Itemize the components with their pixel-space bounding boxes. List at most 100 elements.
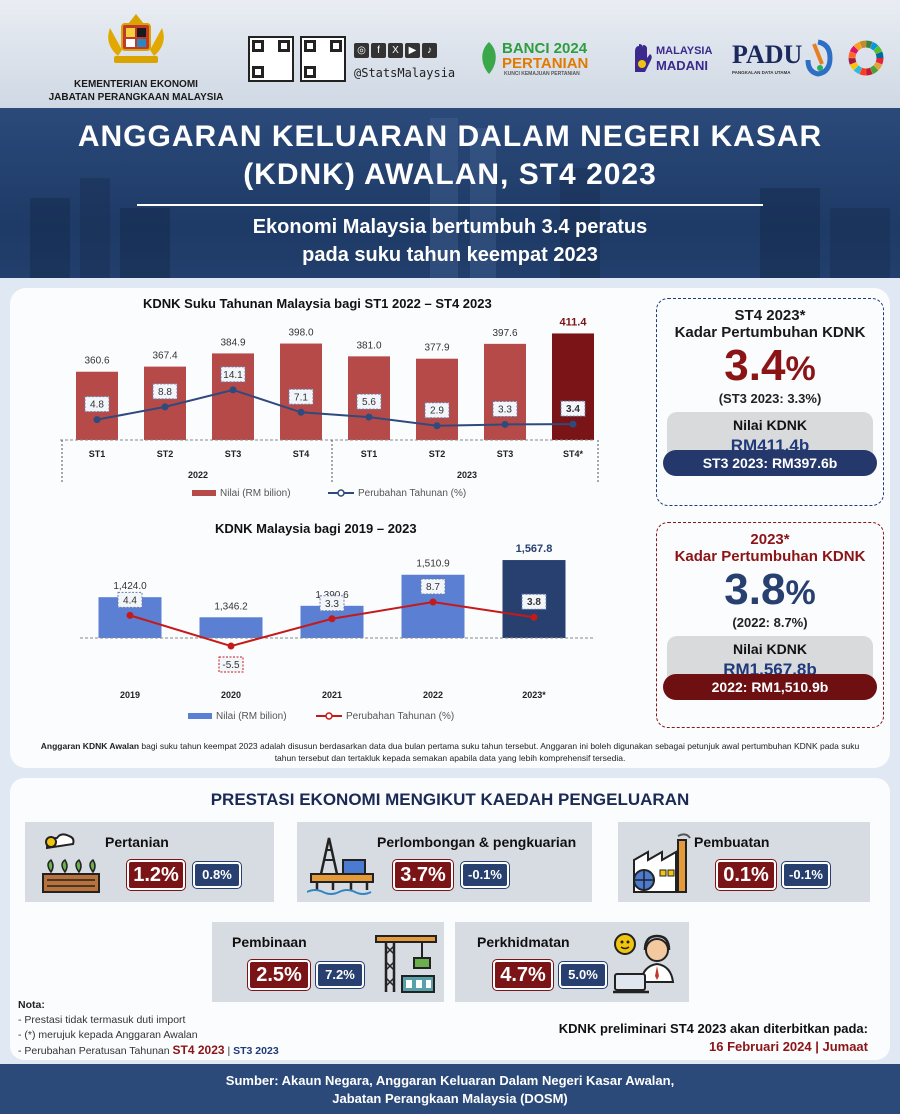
growth-label-box (288, 388, 314, 405)
growth-value-label: 3.3 (498, 404, 512, 415)
legend-label-bar: Nilai (RM bilion) (216, 711, 287, 722)
annual-chart-title: KDNK Malaysia bagi 2019 – 2023 (215, 521, 417, 536)
publication-line-1: KDNK preliminari ST4 2023 akan diterbitk… (558, 1021, 868, 1036)
x-tick-label: ST4* (563, 449, 584, 459)
x-group-label: 2023 (457, 470, 477, 480)
page-title-line-2: (KDNK) AWALAN, ST4 2023 (243, 158, 657, 191)
x-tick-label: 2020 (221, 690, 241, 700)
tiktok-icon[interactable]: ♪ (422, 43, 437, 58)
x-icon[interactable]: X (388, 43, 403, 58)
legend-swatch-marker (325, 712, 333, 720)
growth-label-box (319, 595, 345, 612)
mascot-logo-icon (805, 39, 833, 77)
legend-swatch-bar (192, 490, 216, 496)
growth-point (501, 420, 509, 428)
sector-name: Pembuatan (694, 834, 770, 850)
x-tick-label: ST4 (293, 449, 310, 459)
growth-point (161, 403, 169, 411)
banci-line-1: BANCI 2024 (502, 40, 588, 57)
bar-value-label: 398.0 (288, 328, 313, 339)
agriculture-icon (42, 833, 100, 893)
bar-value-label: 1,567.8 (516, 543, 553, 555)
skyline-background (30, 118, 890, 278)
bar-value-label: 1,424.0 (113, 581, 147, 592)
banci-tag: KUNCI KEMAJUAN PERTANIAN (504, 71, 580, 77)
legend-label-line: Perubahan Tahunan (%) (358, 488, 466, 499)
header-bar (0, 0, 900, 108)
publication-date: 16 Februari 2024 | Jumaat (709, 1039, 868, 1054)
card-q-label: Kadar Pertumbuhan KDNK (674, 324, 866, 341)
advance-estimate-footnote: Anggaran KDNK Awalan bagi suku tahun kee… (30, 740, 870, 764)
qr-code-icon[interactable] (300, 36, 346, 82)
note-legend-previous: ST3 2023 (233, 1045, 279, 1057)
madani-line-1: MALAYSIA (656, 45, 713, 57)
sector-current-growth: 3.7% (393, 860, 453, 890)
growth-point (126, 611, 134, 619)
coat-of-arms-icon (108, 14, 164, 63)
card-y-label: Kadar Pertumbuhan KDNK (674, 548, 866, 565)
card-y-value-label: Nilai KDNK (733, 641, 807, 657)
footnote-text: bagi suku tahun keempat 2023 adalah disu… (139, 741, 860, 763)
footnote-bold: Anggaran KDNK Awalan (40, 741, 140, 751)
quarterly-chart-title: KDNK Suku Tahunan Malaysia bagi ST1 2022… (143, 296, 492, 311)
growth-label-box (521, 593, 547, 610)
banci-line-2: PERTANIAN (502, 55, 589, 72)
bar-value-label: 1,510.9 (416, 559, 450, 570)
growth-value-label: 4.4 (123, 595, 137, 606)
card-q-prev-value: ST3 2023: RM397.6b (663, 450, 877, 476)
padu-wordmark: PADU (732, 40, 803, 69)
card-y-growth-unit: % (785, 574, 816, 612)
card-q-prev-growth: (ST3 2023: 3.3%) (718, 391, 822, 406)
social-handle[interactable]: @StatsMalaysia (354, 66, 456, 80)
instagram-icon[interactable]: ◎ (354, 43, 369, 58)
x-tick-label: ST3 (497, 449, 514, 459)
growth-value-label: 3.4 (566, 404, 580, 415)
bar-value-label: 397.6 (492, 328, 517, 339)
x-tick-label: ST3 (225, 449, 242, 459)
legend-label-bar: Nilai (RM bilion) (220, 488, 291, 499)
customer-service-icon (613, 933, 675, 994)
note-legend-current: ST4 2023 (172, 1043, 225, 1057)
youtube-icon[interactable]: ▶ (405, 43, 420, 58)
growth-label-box (356, 393, 382, 410)
sector-card-manufacturing: Pembuatan 0.1% -0.1% (618, 822, 870, 902)
sector-prev-growth: 5.0% (559, 962, 607, 988)
bar-value-label: 384.9 (220, 337, 245, 348)
facebook-icon[interactable]: f (371, 43, 386, 58)
growth-point (530, 613, 538, 621)
factory-icon (633, 833, 691, 893)
growth-label-box (492, 400, 518, 417)
oil-rig-icon (307, 837, 374, 895)
sector-prev-growth: -0.1% (461, 862, 509, 888)
title-divider (137, 204, 763, 206)
card-y-growth: 3.8% (657, 565, 883, 615)
quarterly-growth-card: ST4 2023* Kadar Pertumbuhan KDNK 3.4% (S… (656, 298, 884, 506)
legend-label-line: Perubahan Tahunan (%) (346, 711, 454, 722)
card-q-growth-unit: % (785, 350, 816, 388)
growth-value-label: 5.6 (362, 397, 376, 408)
card-y-growth-value: 3.8 (724, 565, 786, 614)
note-legend-sep: | (224, 1045, 234, 1057)
x-tick-label: 2019 (120, 690, 140, 700)
publication-notice: KDNK preliminari ST4 2023 akan diterbitk… (559, 1020, 868, 1056)
growth-point (365, 413, 373, 421)
growth-value-label: 4.8 (90, 400, 104, 411)
growth-label-box (117, 591, 143, 608)
quarterly-gdp-chart: 360.6 367.4 384.9 398.0 381.0 377.9 397.6 411.4… (60, 316, 599, 499)
growth-point (229, 386, 237, 394)
bar (199, 617, 263, 638)
growth-label-box (152, 383, 178, 400)
subtitle-line-1: Ekonomi Malaysia bertumbuh 3.4 peratus (252, 216, 648, 238)
x-tick-label: 2022 (423, 690, 443, 700)
sector-prev-growth: -0.1% (782, 862, 830, 888)
legend-swatch-marker (337, 489, 345, 497)
source-footer: Sumber: Akaun Negara, Anggaran Keluaran … (0, 1064, 900, 1114)
sectors-title: PRESTASI EKONOMI MENGIKUT KAEDAH PENGELU… (210, 790, 690, 809)
growth-value-label: 7.1 (294, 392, 308, 403)
growth-value-label: 2.9 (430, 406, 444, 417)
qr-code-icon[interactable] (248, 36, 294, 82)
sector-prev-growth: 0.8% (193, 862, 241, 888)
growth-line (96, 388, 574, 427)
page-title-line-1: ANGGARAN KELUARAN DALAM NEGERI KASAR (77, 120, 823, 153)
note-line-3-text: - Perubahan Peratusan Tahunan (18, 1045, 173, 1057)
